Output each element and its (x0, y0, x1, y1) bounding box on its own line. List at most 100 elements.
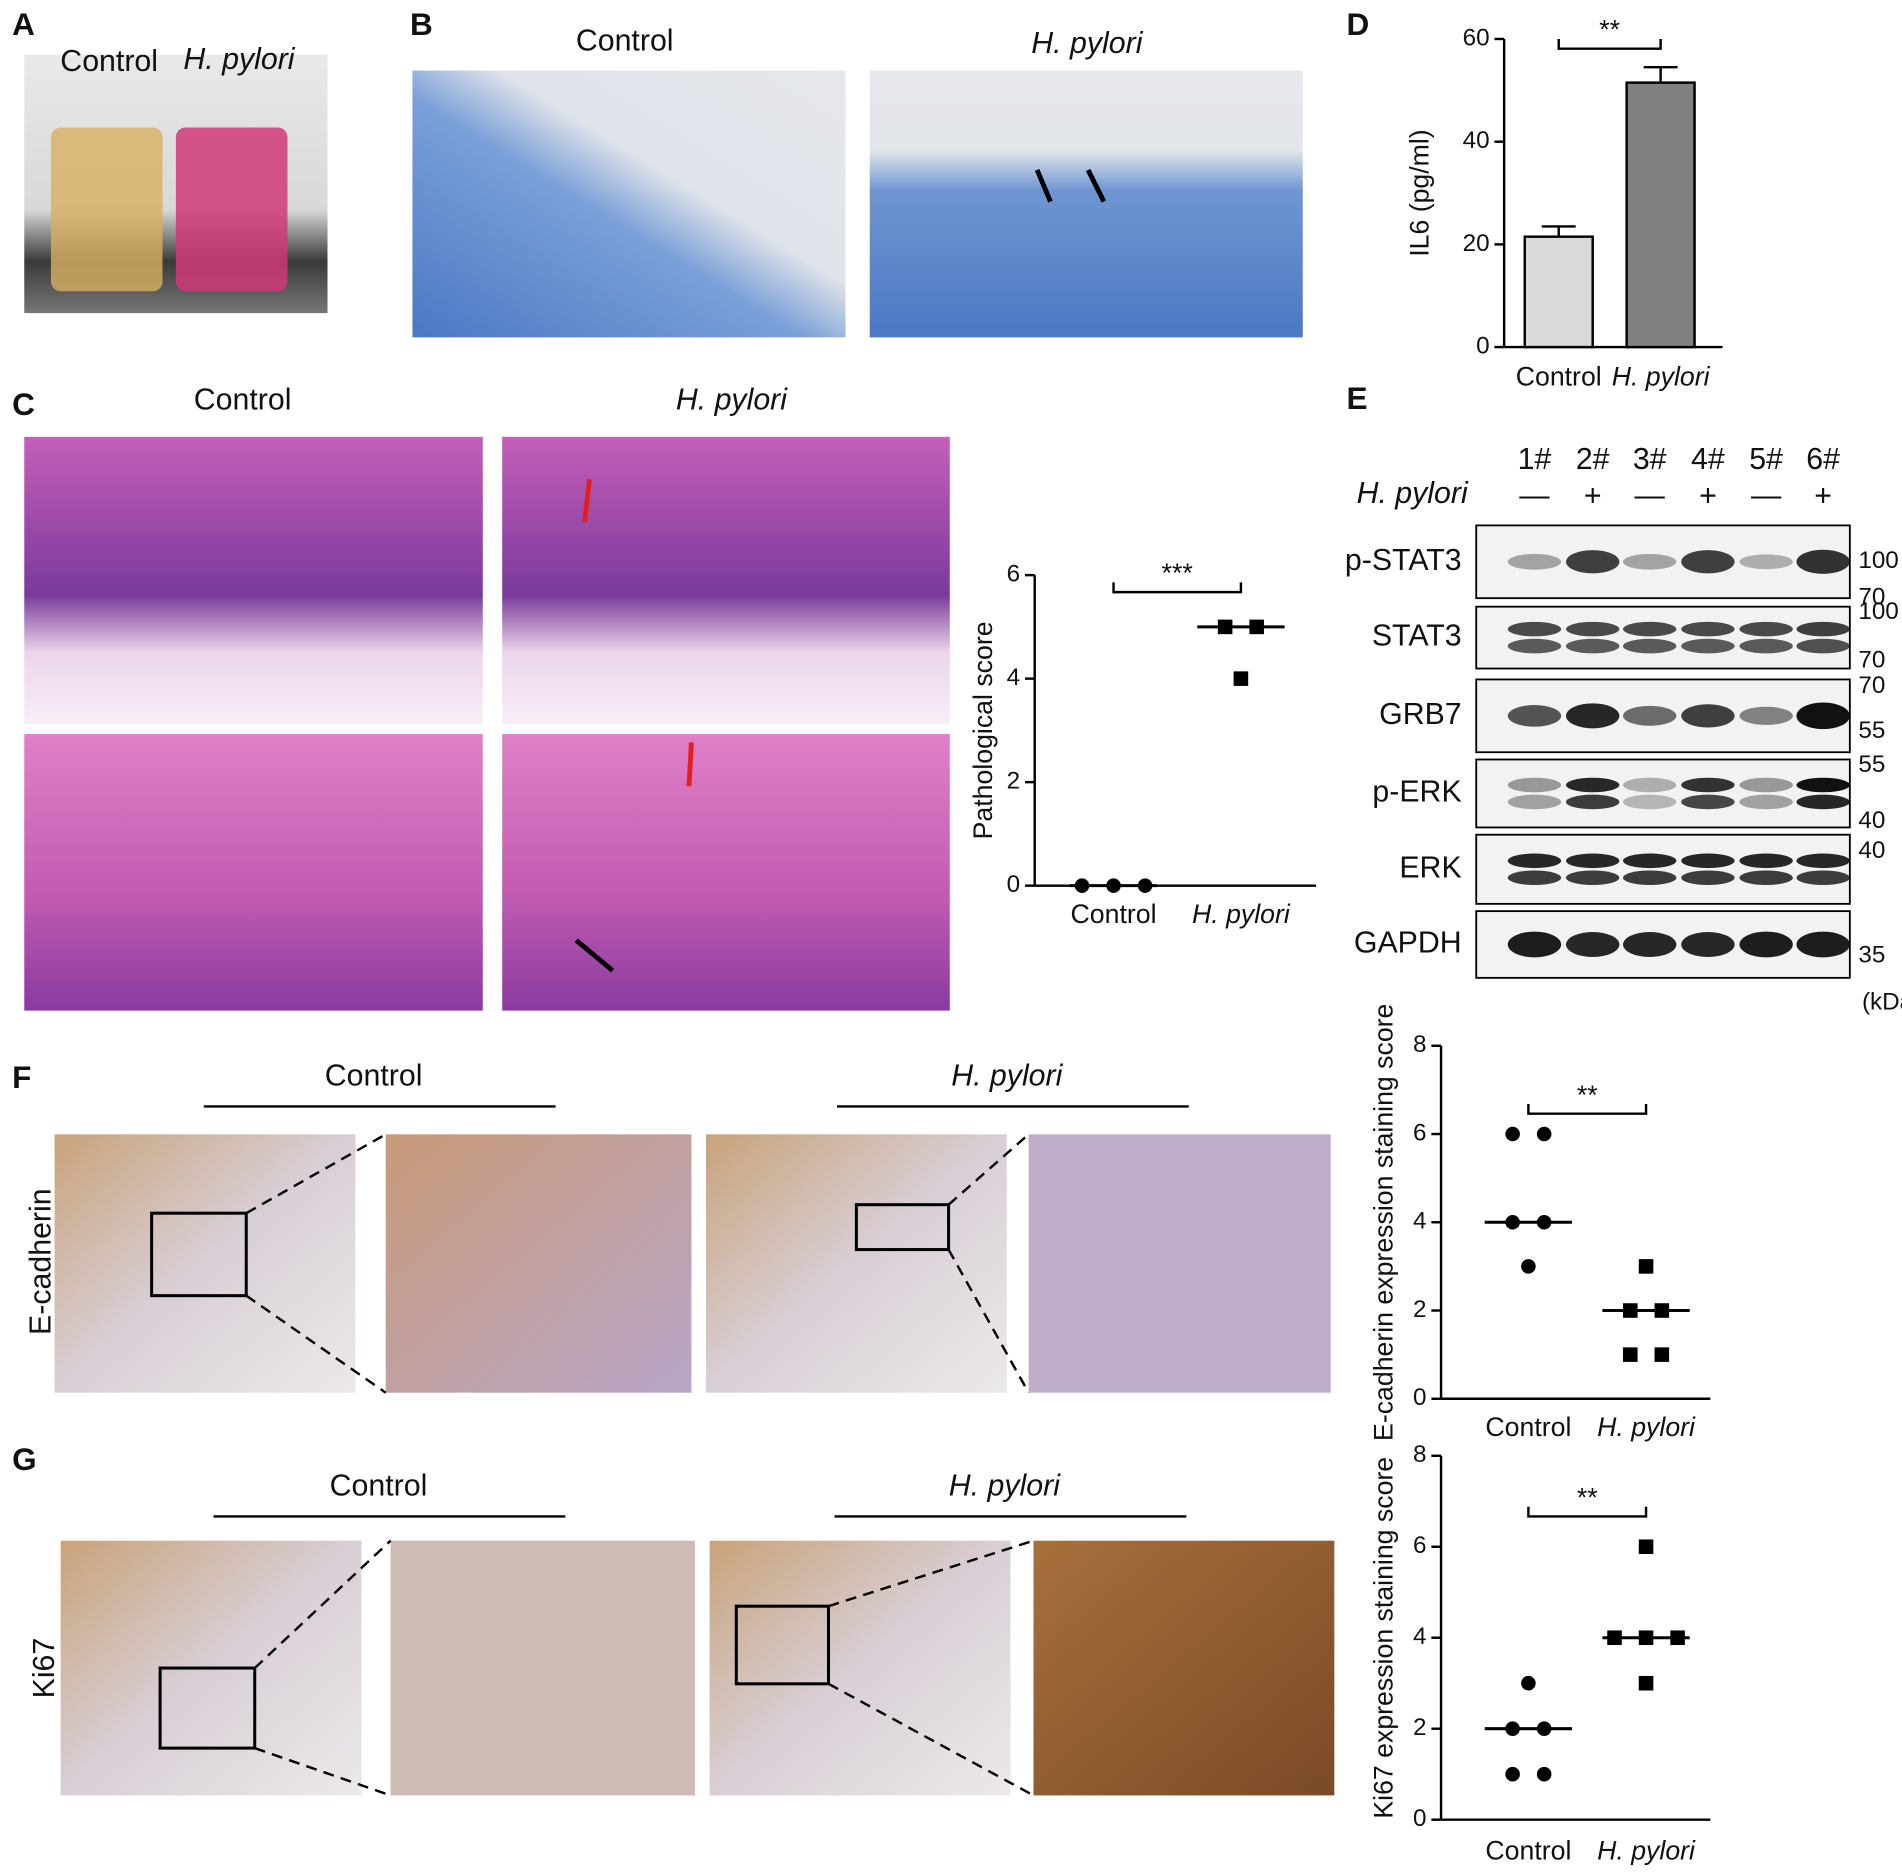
x-tick-label: H. pylori (1612, 362, 1711, 392)
group-label: Control (330, 1469, 428, 1502)
band (1796, 931, 1850, 958)
band (1796, 870, 1850, 886)
y-tick-label: 20 (1463, 230, 1490, 257)
band (1565, 638, 1620, 654)
panel-label: A (12, 6, 35, 42)
significance-bracket (1112, 582, 1243, 594)
y-tick-label: 8 (1413, 1441, 1427, 1468)
mw-marker: 100 (1858, 598, 1898, 625)
band (1565, 550, 1620, 574)
y-tick-label: 2 (1007, 768, 1021, 795)
y-tick-label: 2 (1413, 1296, 1427, 1323)
panel-label: B (410, 6, 433, 42)
lane-label: 5# (1749, 443, 1783, 476)
micrograph (390, 1540, 696, 1796)
group-label: Control (325, 1059, 423, 1092)
x-tick-label: H. pylori (1597, 1835, 1696, 1865)
vial (50, 127, 163, 292)
row-label: E-cadherin (24, 1188, 57, 1335)
y-tick-label: 6 (1413, 1532, 1427, 1559)
band (1507, 870, 1562, 886)
point (1638, 1675, 1654, 1691)
image-label: H. pylori (1031, 27, 1143, 60)
y-axis-label: Pathological score (968, 621, 998, 839)
significance-label: ** (1599, 15, 1620, 45)
x-tick-label: H. pylori (1597, 1412, 1696, 1442)
y-tick-label: 0 (1413, 1384, 1427, 1411)
mw-marker: 55 (1858, 717, 1885, 744)
image-label: H. pylori (183, 43, 295, 76)
y-tick-label: 4 (1007, 664, 1021, 691)
band (1623, 853, 1677, 869)
y-tick-label: 40 (1463, 127, 1490, 154)
mw-marker: 70 (1858, 647, 1885, 674)
band (1739, 621, 1793, 637)
band (1739, 706, 1793, 725)
blot-label: GRB7 (1379, 698, 1462, 731)
band (1565, 621, 1620, 637)
band (1681, 704, 1735, 728)
band (1796, 702, 1850, 730)
group-lines (203, 1105, 1189, 1518)
point (1505, 1766, 1520, 1782)
band (1681, 621, 1735, 637)
band (1507, 853, 1562, 869)
significance-label: ** (1577, 1482, 1598, 1512)
treatment-sign: — (1635, 480, 1666, 513)
mw-marker: 70 (1858, 672, 1885, 699)
band (1796, 777, 1850, 793)
band (1739, 794, 1793, 810)
significance-label: *** (1162, 558, 1193, 588)
bar (1625, 81, 1696, 349)
treatment-sign: — (1519, 480, 1550, 513)
band (1796, 853, 1850, 869)
point (1654, 1347, 1670, 1362)
band (1565, 777, 1620, 793)
y-axis-label: IL6 (pg/ml) (1405, 129, 1435, 256)
blot-label: STAT3 (1372, 620, 1462, 653)
point (1536, 1766, 1552, 1782)
band (1507, 553, 1562, 570)
treatment-sign: + (1584, 480, 1602, 513)
significance-label: ** (1577, 1080, 1598, 1110)
mw-marker: 100 (1858, 547, 1898, 574)
y-tick-label: 60 (1463, 24, 1490, 51)
x-tick-label: H. pylori (1192, 899, 1291, 929)
micrograph (385, 1134, 692, 1393)
x-tick-label: Control (1485, 1835, 1571, 1865)
band (1739, 638, 1793, 654)
point (1521, 1675, 1536, 1691)
vial (175, 127, 288, 292)
band (1623, 777, 1677, 793)
band (1739, 931, 1793, 958)
band (1681, 931, 1735, 957)
treatment-sign: + (1699, 480, 1717, 513)
micrograph (24, 734, 483, 1011)
band (1565, 870, 1620, 886)
micrograph (502, 436, 950, 725)
point (1505, 1126, 1520, 1142)
x-tick-label: Control (1071, 899, 1157, 929)
point (1536, 1126, 1552, 1142)
row-label: Ki67 (28, 1638, 61, 1699)
zoom-lines (245, 1133, 1035, 1797)
micrograph (705, 1134, 1007, 1393)
blot-label: ERK (1399, 851, 1461, 884)
band (1623, 638, 1677, 654)
treatment-label: H. pylori (1357, 477, 1469, 510)
image-label: Control (576, 25, 674, 58)
band (1739, 554, 1793, 570)
mw-marker: 55 (1858, 751, 1885, 778)
micrograph (869, 70, 1303, 338)
lane-label: 2# (1576, 443, 1610, 476)
unit-label: (kDa) (1862, 989, 1902, 1016)
band (1796, 794, 1850, 810)
point (1638, 1259, 1654, 1274)
lane-label: 4# (1691, 443, 1725, 476)
y-axis-label: E-cadherin expression staining score (1368, 1004, 1398, 1441)
band (1796, 621, 1850, 637)
y-tick-label: 8 (1413, 1031, 1427, 1058)
lane-label: 6# (1806, 443, 1840, 476)
mw-marker: 70 (1858, 584, 1885, 611)
